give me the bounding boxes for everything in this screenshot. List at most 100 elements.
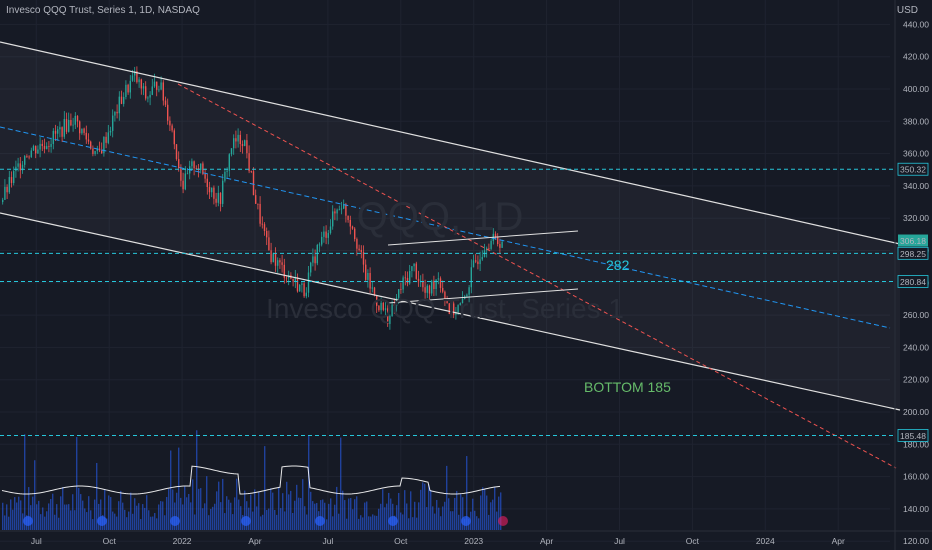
- volume-bar: [454, 497, 456, 530]
- flag-lower-line: [387, 288, 579, 304]
- volume-bar: [320, 500, 322, 530]
- volume-bar: [484, 489, 486, 530]
- volume-bar: [50, 498, 52, 530]
- volume-bar: [380, 503, 382, 530]
- x-tick-label: Oct: [686, 536, 700, 546]
- candle-body: [497, 237, 499, 245]
- candle-body: [85, 132, 87, 140]
- volume-bar: [488, 514, 490, 530]
- volume-bar: [282, 493, 284, 530]
- candle-body: [131, 75, 134, 81]
- volume-bar: [158, 504, 160, 530]
- time-axis[interactable]: Jul Oct 2022 Apr Jul Oct 2023 Apr Jul Oct 2024 Apr: [0, 516, 932, 546]
- candle-body: [193, 161, 195, 169]
- volume-bar: [284, 511, 286, 530]
- volume-bar: [486, 495, 488, 530]
- volume-bar: [372, 514, 374, 530]
- candle-body: [294, 277, 296, 282]
- candle-body: [63, 119, 65, 137]
- dividend-marker: [23, 516, 33, 526]
- volume-bar: [362, 517, 364, 530]
- candle-body: [43, 145, 46, 149]
- candle-body: [103, 136, 105, 154]
- volume-bar: [240, 506, 242, 530]
- volume-bar: [244, 490, 246, 530]
- candle-body: [32, 146, 35, 151]
- candle-body: [266, 230, 268, 238]
- candle-body: [92, 148, 94, 155]
- volume-bar: [316, 503, 318, 530]
- candle-body: [171, 125, 173, 131]
- candle-body: [393, 304, 395, 307]
- candle-body: [439, 278, 442, 288]
- volume-bar: [90, 510, 92, 530]
- volume-bar: [106, 518, 108, 530]
- candle-body: [105, 136, 107, 143]
- volume-bar: [58, 517, 60, 530]
- volume-bar: [330, 498, 332, 530]
- candle-body: [233, 138, 235, 149]
- candle-body: [453, 303, 455, 315]
- candle-body: [200, 163, 202, 171]
- volume-bar: [308, 435, 310, 530]
- candle-body: [431, 280, 433, 294]
- level-price-text: 280.84: [900, 277, 926, 287]
- volume-bar: [80, 494, 82, 530]
- volume-bar: [62, 487, 64, 530]
- candle-body: [360, 249, 362, 253]
- candle-body: [107, 132, 109, 143]
- price-axis[interactable]: 120.00 140.00 160.00 180.00 200.00 220.00 240.…: [894, 0, 929, 550]
- volume-bar: [252, 511, 254, 530]
- candle-body: [248, 153, 250, 172]
- volume-bar: [492, 499, 494, 530]
- volume-bar: [250, 494, 252, 530]
- volume-bar: [232, 514, 234, 530]
- y-tick-label: 440.00: [903, 19, 929, 29]
- candle-body: [382, 302, 384, 310]
- volume-bar: [342, 490, 344, 530]
- volume-bar: [108, 495, 110, 530]
- candle-body: [450, 303, 453, 314]
- candle-body: [4, 186, 6, 200]
- volume-bar: [498, 496, 500, 530]
- volume-bar: [422, 482, 424, 530]
- dividend-marker: [97, 516, 107, 526]
- channel-lower-line: [0, 212, 901, 411]
- candle-body: [479, 259, 481, 265]
- candle-body: [466, 294, 468, 297]
- y-tick-label: 380.00: [903, 116, 929, 126]
- candle-body: [252, 171, 255, 196]
- volume-bar: [336, 486, 338, 530]
- candle-body: [435, 279, 437, 289]
- watermark-symbol: QQQ, 1D: [357, 195, 524, 239]
- candle-body: [94, 150, 96, 155]
- candle-body: [173, 130, 175, 145]
- candle-body: [351, 226, 354, 229]
- volume-bar: [304, 506, 306, 530]
- currency-label: USD: [896, 5, 918, 16]
- volume-bar: [228, 499, 230, 530]
- volume-bar: [386, 503, 388, 530]
- candle-body: [109, 130, 112, 133]
- volume-bar: [130, 492, 132, 530]
- candle-body: [318, 244, 321, 246]
- volume-bar: [216, 491, 218, 530]
- candle-body: [279, 260, 281, 263]
- volume-bar: [294, 500, 296, 530]
- x-tick-label: Jul: [322, 536, 333, 546]
- volume-bar: [78, 488, 80, 530]
- candle-body: [461, 298, 464, 304]
- candle-body: [312, 256, 314, 263]
- volume-bar: [86, 512, 88, 530]
- volume-bar: [42, 507, 44, 530]
- candle-body: [13, 171, 15, 184]
- candle-body: [490, 240, 492, 249]
- candle-body: [98, 148, 101, 151]
- volume-bar: [134, 498, 136, 530]
- volume-bar: [418, 502, 420, 530]
- candle-body: [448, 303, 450, 314]
- channel-upper-line: [0, 41, 901, 245]
- volume-bar: [166, 496, 168, 530]
- volume-bar: [262, 514, 264, 530]
